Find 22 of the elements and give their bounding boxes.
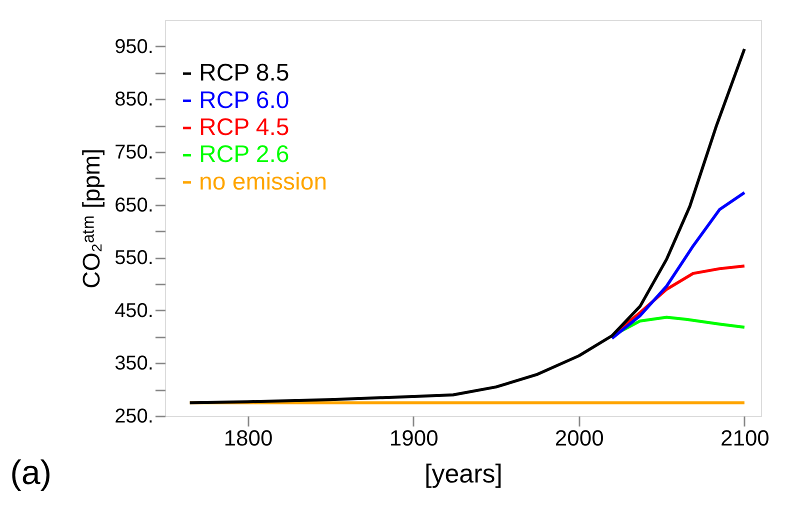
y-tick-label: 650. bbox=[114, 194, 154, 216]
x-tick-label: 2000 bbox=[554, 426, 604, 450]
y-tick-label: 750. bbox=[114, 142, 154, 164]
line-series bbox=[188, 48, 746, 404]
x-tick-label: 1900 bbox=[389, 426, 438, 450]
text: (a) bbox=[10, 454, 52, 492]
y-tick-label: 350. bbox=[114, 352, 154, 375]
legend-label: no emission bbox=[199, 168, 328, 196]
y-tick-label: 250. bbox=[114, 406, 154, 428]
x-tick-label: 1800 bbox=[224, 426, 273, 450]
legend-label: RCP 4.5 bbox=[199, 114, 290, 141]
y-tick-label: 550. bbox=[114, 247, 154, 270]
y-tick-label: 850. bbox=[114, 88, 154, 111]
y-tick-label: 450. bbox=[114, 300, 154, 322]
legend-label: RCP 6.0 bbox=[199, 86, 290, 114]
legend-label: RCP 8.5 bbox=[199, 60, 290, 87]
y-tick-label: 950. bbox=[114, 36, 154, 58]
y-axis-title: CO₂ᵃᵗᵐ [ppm] bbox=[78, 148, 106, 288]
legend-label: RCP 2.6 bbox=[199, 141, 290, 168]
x-axis-title: [years] bbox=[424, 458, 503, 488]
line-series bbox=[610, 191, 746, 340]
x-tick-label: 2100 bbox=[720, 426, 770, 450]
